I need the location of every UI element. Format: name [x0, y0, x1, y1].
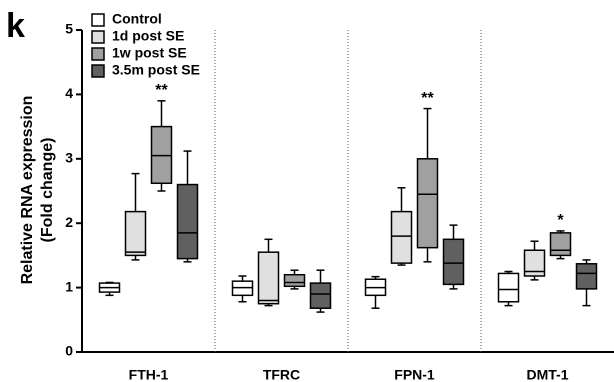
significance: ** — [421, 90, 434, 107]
legend-swatch — [91, 47, 105, 61]
box — [176, 183, 199, 260]
y-tick-label: 2 — [65, 214, 73, 230]
legend-label: 1d post SE — [112, 28, 184, 44]
x-tick-label: TFRC — [263, 367, 300, 382]
box — [257, 251, 280, 305]
y-tick-label: 4 — [65, 85, 73, 101]
x-tick-label: FPN-1 — [394, 367, 435, 382]
box — [497, 272, 520, 303]
box — [523, 249, 546, 277]
significance: ** — [155, 82, 168, 99]
box — [124, 210, 147, 257]
box — [442, 238, 465, 286]
box — [416, 158, 439, 249]
y-tick-label: 5 — [65, 21, 73, 37]
legend-label: 3.5m post SE — [112, 62, 200, 78]
legend-swatch — [91, 30, 105, 44]
y-axis-label: Relative RNA expression — [19, 96, 36, 285]
y-tick-label: 3 — [65, 150, 73, 166]
x-tick-label: FTH-1 — [129, 367, 169, 382]
box — [549, 232, 572, 257]
significance: * — [557, 212, 564, 229]
box — [575, 263, 598, 290]
legend-swatch — [91, 13, 105, 27]
y-tick-label: 1 — [65, 278, 73, 294]
box — [309, 282, 332, 309]
y-axis-label: (Fold change) — [39, 138, 56, 243]
x-tick-label: DMT-1 — [527, 367, 569, 382]
legend-label: Control — [112, 11, 162, 27]
panel-label: k — [6, 7, 25, 45]
y-tick-label: 0 — [65, 343, 73, 359]
legend-label: 1w post SE — [112, 45, 187, 61]
box — [283, 273, 306, 288]
legend-swatch — [91, 64, 105, 78]
box — [390, 210, 413, 264]
